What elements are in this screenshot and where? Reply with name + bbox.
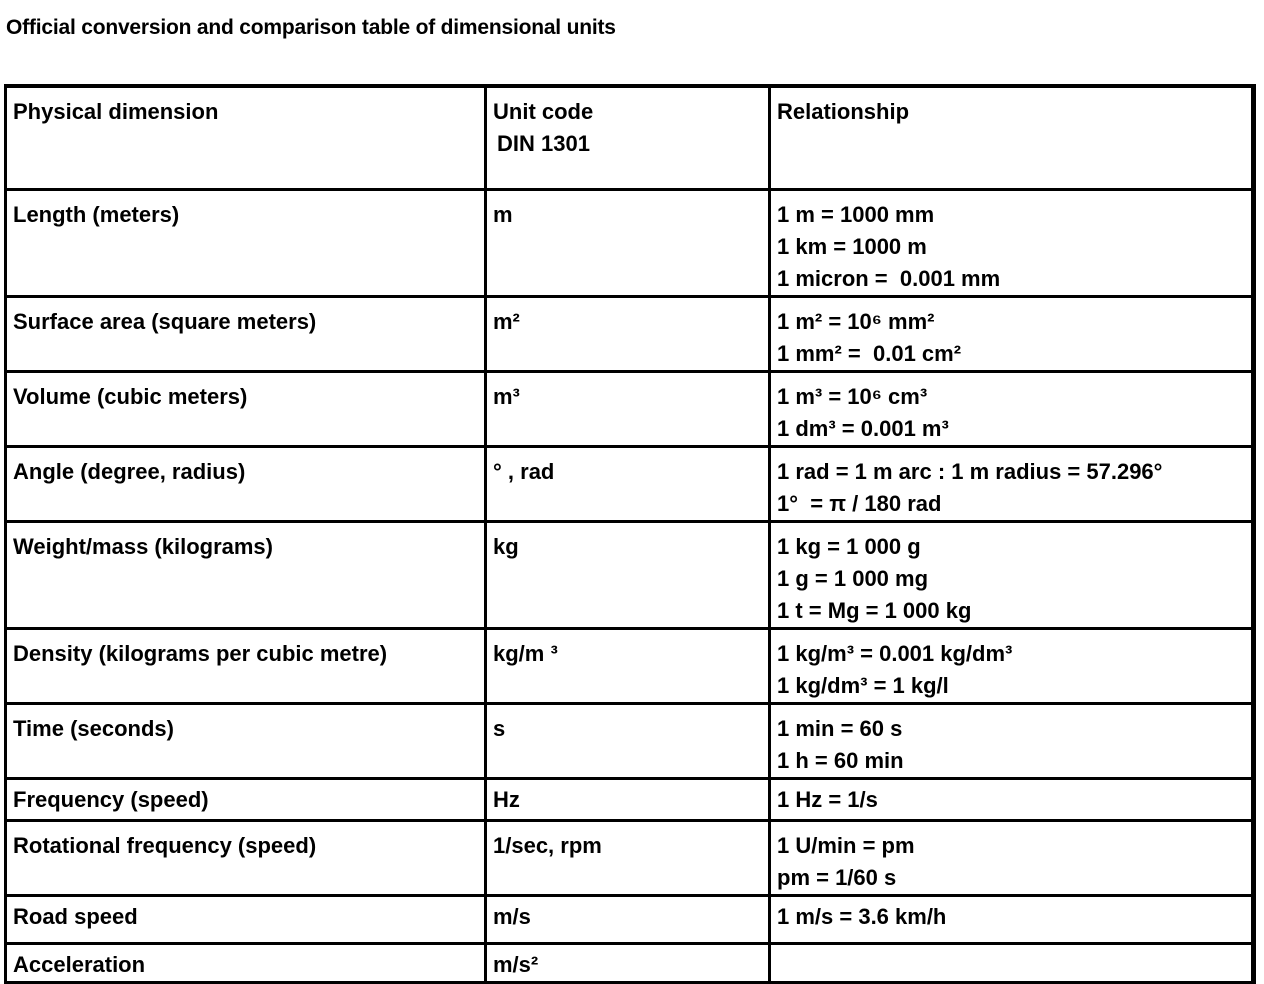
units-table: Physical dimension Unit code DIN 1301 Rel… <box>4 84 1256 984</box>
dimension-text: Length (meters) <box>13 201 180 227</box>
relationship-line: 1 m = 1000 mm <box>777 201 935 227</box>
dimension-cell: Road speed <box>4 893 487 945</box>
dimension-cell: Volume (cubic meters) <box>4 369 487 448</box>
relationship-line: pm = 1/60 s <box>777 864 897 890</box>
dimension-text: Weight/mass (kilograms) <box>13 533 273 559</box>
unit-code-cell: m³ <box>484 369 771 448</box>
unit-code-cell: s <box>484 701 771 780</box>
unit-code-text: s <box>493 715 506 741</box>
relationship-cell <box>768 941 1256 984</box>
unit-code-text: Hz <box>493 786 520 812</box>
relationship-line: 1 U/min = pm <box>777 832 915 858</box>
dimension-text: Road speed <box>13 903 138 929</box>
relationship-cell: 1 kg/m³ = 0.001 kg/dm³ 1 kg/dm³ = 1 kg/l <box>768 626 1256 705</box>
unit-code-cell: m/s² <box>484 941 771 984</box>
relationship-line: 1 t = Mg = 1 000 kg <box>777 597 972 623</box>
relationship-line: 1 m² = 10⁶ mm² <box>777 308 935 334</box>
header-unit-code: Unit code DIN 1301 <box>484 84 771 191</box>
unit-code-cell: m² <box>484 294 771 373</box>
relationship-cell: 1 kg = 1 000 g 1 g = 1 000 mg 1 t = Mg = 1… <box>768 519 1256 630</box>
unit-code-cell: kg/m ³ <box>484 626 771 705</box>
dimension-text: Frequency (speed) <box>13 786 209 812</box>
header-row: Physical dimension Unit code DIN 1301 Rel… <box>4 84 1256 191</box>
document-title: Official conversion and comparison table… <box>6 16 616 39</box>
relationship-line: 1 min = 60 s <box>777 715 903 741</box>
unit-code-text: m³ <box>493 383 520 409</box>
relationship-line: 1 micron = 0.001 mm <box>777 265 1001 291</box>
unit-code-text: m/s <box>493 903 531 929</box>
relationship-cell: 1 m² = 10⁶ mm² 1 mm² = 0.01 cm² <box>768 294 1256 373</box>
unit-code-text: kg <box>493 533 519 559</box>
relationship-cell: 1 min = 60 s 1 h = 60 min <box>768 701 1256 780</box>
unit-code-cell: m/s <box>484 893 771 945</box>
table-row: Angle (degree, radius) ° , rad 1 rad = 1 m… <box>4 444 1256 523</box>
relationship-line: 1 m³ = 10⁶ cm³ <box>777 383 928 409</box>
table-row: Rotational frequency (speed) 1/sec, rpm 1 … <box>4 818 1256 897</box>
dimension-cell: Rotational frequency (speed) <box>4 818 487 897</box>
unit-code-cell: ° , rad <box>484 444 771 523</box>
table-row: Density (kilograms per cubic metre) kg/m … <box>4 626 1256 705</box>
relationship-line: 1 kg/m³ = 0.001 kg/dm³ <box>777 640 1013 666</box>
table-row: Surface area (square meters) m² 1 m² = 10⁶… <box>4 294 1256 373</box>
relationship-line: 1 kg/dm³ = 1 kg/l <box>777 672 949 698</box>
dimension-cell: Acceleration <box>4 941 487 984</box>
table-row: Road speed m/s 1 m/s = 3.6 km/h <box>4 893 1256 945</box>
relationship-line: 1 kg = 1 000 g <box>777 533 921 559</box>
dimension-cell: Angle (degree, radius) <box>4 444 487 523</box>
relationship-line: 1° = π / 180 rad <box>777 490 942 516</box>
dimension-text: Density (kilograms per cubic metre) <box>13 640 388 666</box>
unit-code-cell: kg <box>484 519 771 630</box>
relationship-cell: 1 Hz = 1/s <box>768 776 1256 822</box>
unit-code-cell: Hz <box>484 776 771 822</box>
header-relationship: Relationship <box>768 84 1256 191</box>
dimension-text: Angle (degree, radius) <box>13 458 246 484</box>
relationship-line: 1 mm² = 0.01 cm² <box>777 340 962 366</box>
dimension-cell: Time (seconds) <box>4 701 487 780</box>
dimension-cell: Weight/mass (kilograms) <box>4 519 487 630</box>
unit-code-cell: m <box>484 187 771 298</box>
dimension-text: Volume (cubic meters) <box>13 383 248 409</box>
table-row: Acceleration m/s² <box>4 941 1256 984</box>
table-row: Volume (cubic meters) m³ 1 m³ = 10⁶ cm³ 1 d… <box>4 369 1256 448</box>
dimension-text: Rotational frequency (speed) <box>13 832 317 858</box>
relationship-line: 1 Hz = 1/s <box>777 786 878 812</box>
dimension-cell: Length (meters) <box>4 187 487 298</box>
relationship-cell: 1 rad = 1 m arc : 1 m radius = 57.296° 1°… <box>768 444 1256 523</box>
relationship-line: 1 dm³ = 0.001 m³ <box>777 415 949 441</box>
relationship-line: 1 g = 1 000 mg <box>777 565 929 591</box>
table-row: Time (seconds) s 1 min = 60 s 1 h = 60 min <box>4 701 1256 780</box>
dimension-text: Surface area (square meters) <box>13 308 317 334</box>
relationship-cell: 1 U/min = pm pm = 1/60 s <box>768 818 1256 897</box>
unit-code-text: ° , rad <box>493 458 555 484</box>
unit-code-text: kg/m ³ <box>493 640 558 666</box>
table-row: Length (meters) m 1 m = 1000 mm 1 km = 1000… <box>4 187 1256 298</box>
dimension-cell: Surface area (square meters) <box>4 294 487 373</box>
dimension-cell: Density (kilograms per cubic metre) <box>4 626 487 705</box>
unit-code-text: m/s² <box>493 951 539 977</box>
table-row: Frequency (speed) Hz 1 Hz = 1/s <box>4 776 1256 822</box>
relationship-cell: 1 m³ = 10⁶ cm³ 1 dm³ = 0.001 m³ <box>768 369 1256 448</box>
relationship-cell: 1 m/s = 3.6 km/h <box>768 893 1256 945</box>
unit-code-text: m² <box>493 308 520 334</box>
relationship-line: 1 h = 60 min <box>777 747 904 773</box>
dimension-text: Acceleration <box>13 951 146 977</box>
unit-code-cell: 1/sec, rpm <box>484 818 771 897</box>
unit-code-text: m <box>493 201 513 227</box>
relationship-line: 1 m/s = 3.6 km/h <box>777 903 947 929</box>
header-physical-dimension: Physical dimension <box>4 84 487 191</box>
relationship-cell: 1 m = 1000 mm 1 km = 1000 m 1 micron = 0.0… <box>768 187 1256 298</box>
dimension-text: Time (seconds) <box>13 715 174 741</box>
relationship-line: 1 rad = 1 m arc : 1 m radius = 57.296° <box>777 458 1163 484</box>
dimension-cell: Frequency (speed) <box>4 776 487 822</box>
unit-code-text: 1/sec, rpm <box>493 832 602 858</box>
relationship-line: 1 km = 1000 m <box>777 233 927 259</box>
